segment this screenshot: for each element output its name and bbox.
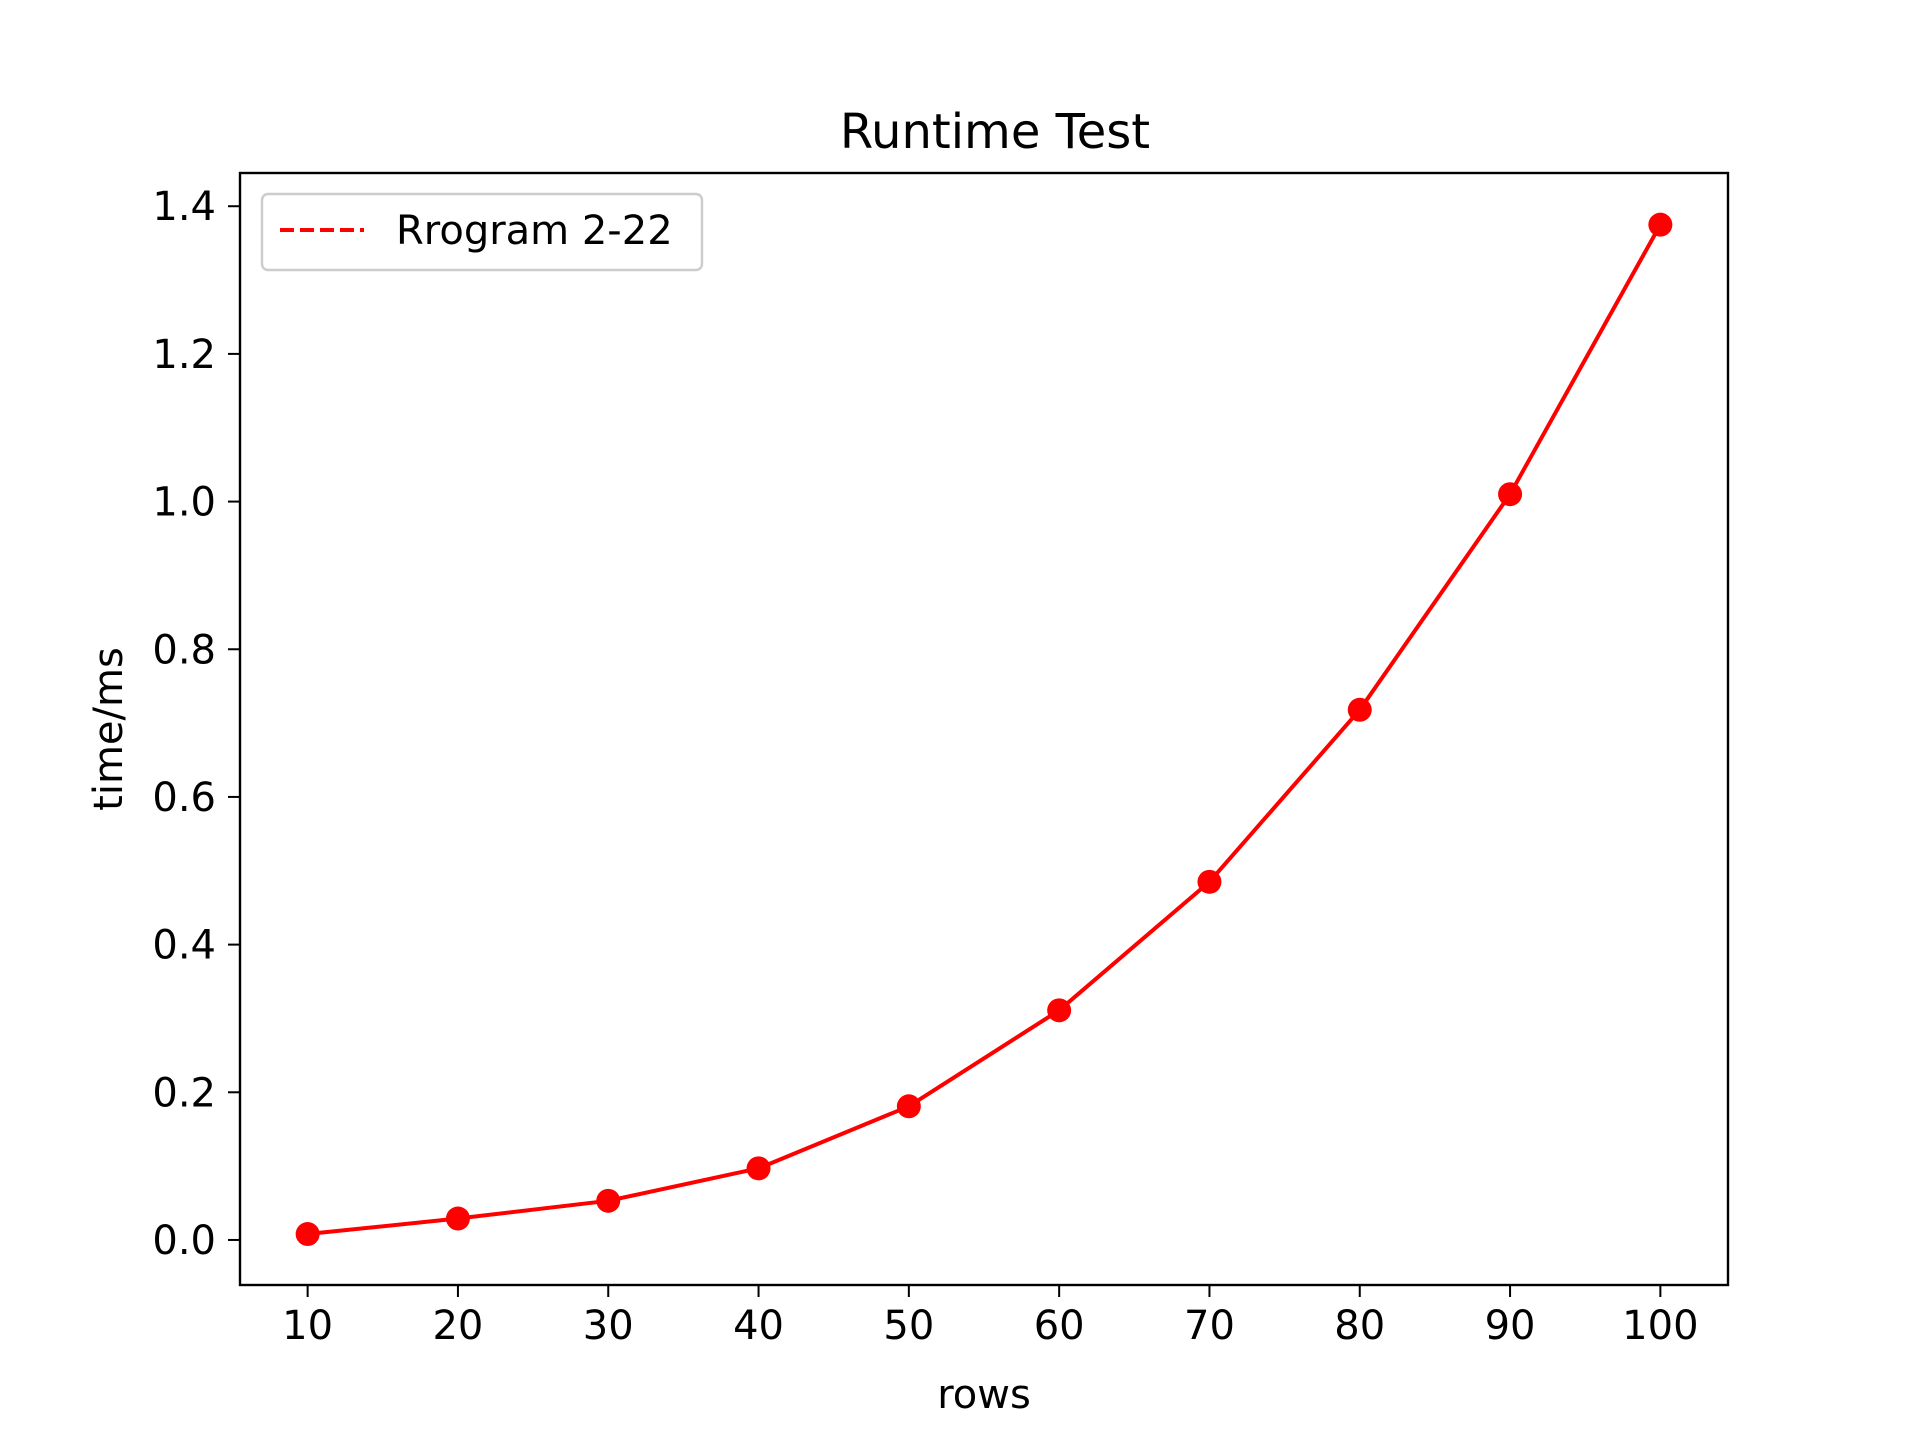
x-tick-label: 90 <box>1485 1303 1536 1349</box>
y-tick-label: 0.0 <box>152 1218 216 1264</box>
x-axis: 10 20 30 40 50 60 70 80 90 100 <box>282 1285 1699 1349</box>
data-point <box>1498 482 1523 507</box>
data-point <box>896 1094 921 1119</box>
data-point <box>1197 869 1222 894</box>
y-tick-label: 0.6 <box>152 775 216 821</box>
x-tick-label: 50 <box>883 1303 934 1349</box>
y-tick-label: 1.0 <box>152 480 216 526</box>
x-tick-label: 70 <box>1184 1303 1235 1349</box>
data-point <box>596 1188 621 1213</box>
y-axis: 0.0 0.2 0.4 0.6 0.8 1.0 1.2 1.4 <box>152 184 240 1264</box>
y-tick-label: 0.2 <box>152 1070 216 1116</box>
data-point <box>746 1156 771 1181</box>
y-tick-label: 0.8 <box>152 627 216 673</box>
y-axis-label: time/ms <box>86 647 132 811</box>
plot-frame <box>238 171 1730 1287</box>
x-tick-label: 40 <box>733 1303 784 1349</box>
x-tick-label: 80 <box>1334 1303 1385 1349</box>
y-tick-label: 1.2 <box>152 332 216 378</box>
x-tick-label: 100 <box>1622 1303 1698 1349</box>
x-axis-label: rows <box>937 1372 1031 1418</box>
data-point <box>445 1206 470 1231</box>
legend: Rrogram 2-22 <box>260 192 704 272</box>
x-tick-label: 20 <box>432 1303 483 1349</box>
y-tick-label: 0.4 <box>152 923 216 969</box>
data-point <box>295 1222 320 1247</box>
chart-title: Runtime Test <box>840 104 1150 160</box>
data-point <box>1347 697 1372 722</box>
plot-area <box>295 212 1673 1247</box>
data-point <box>1047 998 1072 1023</box>
x-tick-label: 10 <box>282 1303 333 1349</box>
x-tick-label: 60 <box>1034 1303 1085 1349</box>
data-point <box>1648 212 1673 237</box>
x-tick-label: 30 <box>583 1303 634 1349</box>
y-tick-label: 1.4 <box>152 184 216 230</box>
legend-label: Rrogram 2-22 <box>396 208 673 254</box>
legend-box <box>260 192 704 272</box>
series-line <box>307 223 1663 1237</box>
